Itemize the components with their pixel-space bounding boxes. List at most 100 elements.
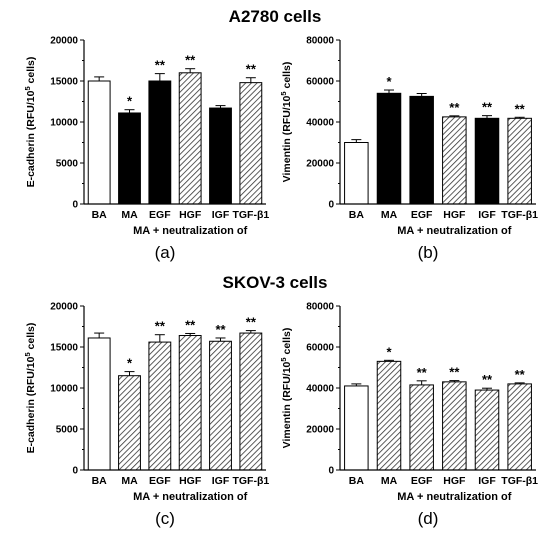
- category-label-c-3: HGF: [179, 475, 202, 487]
- chart-panel-c: BA * MA ** EGF ** HGF ** IGF ** TGF-β1 0 5000 10000 15…: [23, 302, 269, 529]
- error-bar-d-0: [351, 383, 362, 386]
- x-axis-label-c: MA + neutralization of: [133, 491, 248, 503]
- y-axis-label-tail: cells): [281, 328, 293, 358]
- category-label-a-1: MA: [121, 209, 138, 221]
- chart-panel-b: BA * MA EGF ** HGF ** IGF ** TGF-β1 0 20000 40000 600…: [279, 36, 538, 263]
- y-tick-label-d-2: 40000: [306, 384, 334, 395]
- y-tick-label-c-2: 10000: [50, 384, 78, 395]
- y-axis-label-sup: 5: [23, 86, 32, 90]
- bar-b-4: [474, 117, 500, 205]
- y-tick-label-a-2: 10000: [50, 118, 78, 129]
- error-bar-a-0: [94, 76, 105, 81]
- significance-d-1: *: [386, 344, 392, 359]
- bar-c-5: [239, 332, 263, 471]
- y-tick-label-b-4: 80000: [306, 36, 334, 47]
- significance-b-3: **: [449, 100, 460, 115]
- error-bar-c-1: [124, 371, 135, 376]
- y-axis-label-tail: cells): [25, 57, 37, 87]
- error-bar-a-2: [154, 73, 165, 81]
- chart-panel-d: BA * MA ** EGF ** HGF ** IGF ** TGF-β1 0 20000 40000 6…: [279, 302, 538, 529]
- category-label-c-4: IGF: [212, 475, 230, 487]
- category-label-a-3: HGF: [179, 209, 202, 221]
- panel-label-d: (d): [418, 509, 439, 528]
- y-tick-label-a-4: 20000: [50, 36, 78, 47]
- significance-c-2: **: [155, 319, 166, 334]
- category-label-d-4: IGF: [478, 475, 496, 487]
- category-label-a-2: EGF: [149, 209, 171, 221]
- category-label-a-4: IGF: [212, 209, 230, 221]
- significance-b-1: *: [386, 74, 392, 89]
- category-label-d-5: TGF-β1: [501, 475, 538, 487]
- panel-label-c: (c): [155, 509, 175, 528]
- panel-label-a: (a): [155, 243, 176, 262]
- error-bar-d-1: [384, 359, 394, 362]
- error-bar-c-2: [154, 334, 165, 343]
- error-bar-d-4: [482, 387, 492, 391]
- bar-c-4: [209, 340, 232, 471]
- y-tick-label-a-0: 0: [72, 200, 78, 211]
- error-bar-b-4: [482, 115, 492, 119]
- y-axis-label-c: E-cadherin (RFU/105 cells): [23, 323, 37, 454]
- bar-c-3: [178, 335, 202, 471]
- bar-d-5: [507, 383, 532, 471]
- category-label-b-1: MA: [381, 209, 398, 221]
- error-bar-c-3: [185, 332, 196, 336]
- category-label-b-4: IGF: [478, 209, 496, 221]
- significance-c-3: **: [185, 317, 196, 332]
- y-axis-label-a: E-cadherin (RFU/105 cells): [23, 57, 37, 188]
- panel-label-b: (b): [418, 243, 439, 262]
- y-axis-label-b: Vimentin (RFU/105 cells): [279, 62, 293, 183]
- bar-b-5: [507, 117, 532, 205]
- significance-b-4: **: [482, 100, 493, 115]
- error-bar-a-4: [215, 105, 226, 109]
- error-bar-c-5: [245, 330, 256, 334]
- category-label-d-2: EGF: [411, 475, 433, 487]
- bar-c-1: [118, 375, 141, 471]
- y-axis-label-main: E-cadherin (RFU/10: [25, 90, 37, 187]
- error-bar-b-0: [351, 139, 362, 143]
- bar-b-1: [376, 92, 402, 205]
- category-label-c-0: BA: [92, 475, 108, 487]
- y-axis-label-sup: 5: [279, 91, 288, 95]
- y-axis-label-tail: cells): [281, 62, 293, 92]
- category-label-a-5: TGF-β1: [232, 209, 269, 221]
- y-axis-label-main: Vimentin (RFU/10: [281, 95, 293, 182]
- y-tick-label-d-4: 80000: [306, 302, 334, 313]
- y-axis-label-sup: 5: [23, 352, 32, 356]
- error-bar-a-5: [245, 77, 256, 83]
- y-tick-label-d-3: 60000: [306, 343, 334, 354]
- category-label-a-0: BA: [92, 209, 108, 221]
- category-label-c-2: EGF: [149, 475, 171, 487]
- x-axis-label-b: MA + neutralization of: [397, 225, 512, 237]
- error-bar-b-3: [449, 115, 460, 117]
- significance-a-3: **: [185, 53, 196, 68]
- y-tick-label-b-3: 60000: [306, 77, 334, 88]
- y-tick-label-d-1: 20000: [306, 425, 334, 436]
- significance-c-4: **: [215, 322, 226, 337]
- chart-panel-a: BA * MA ** EGF ** HGF IGF ** TGF-β1 0 5000 10000 1500…: [23, 36, 269, 263]
- y-tick-label-a-1: 5000: [56, 159, 79, 170]
- error-bar-a-1: [124, 109, 135, 113]
- significance-b-5: **: [515, 101, 526, 116]
- error-bar-b-1: [384, 89, 394, 94]
- category-label-b-2: EGF: [411, 209, 433, 221]
- category-label-c-1: MA: [121, 475, 138, 487]
- error-bar-a-3: [185, 68, 196, 73]
- bar-d-4: [474, 389, 500, 471]
- y-tick-label-a-3: 15000: [50, 77, 78, 88]
- significance-c-5: **: [246, 315, 257, 330]
- bar-d-2: [409, 384, 434, 471]
- y-axis-label-main: Vimentin (RFU/10: [281, 361, 293, 448]
- significance-c-1: *: [127, 356, 133, 371]
- bar-c-2: [148, 341, 172, 471]
- y-tick-label-c-4: 20000: [50, 302, 78, 313]
- category-label-c-5: TGF-β1: [232, 475, 269, 487]
- y-tick-label-c-1: 5000: [56, 425, 79, 436]
- x-axis-label-d: MA + neutralization of: [397, 491, 512, 503]
- error-bar-c-4: [215, 337, 226, 342]
- y-axis-label-main: E-cadherin (RFU/10: [25, 356, 37, 453]
- error-bar-b-5: [514, 116, 525, 119]
- error-bar-d-5: [514, 382, 525, 384]
- significance-d-4: **: [482, 372, 493, 387]
